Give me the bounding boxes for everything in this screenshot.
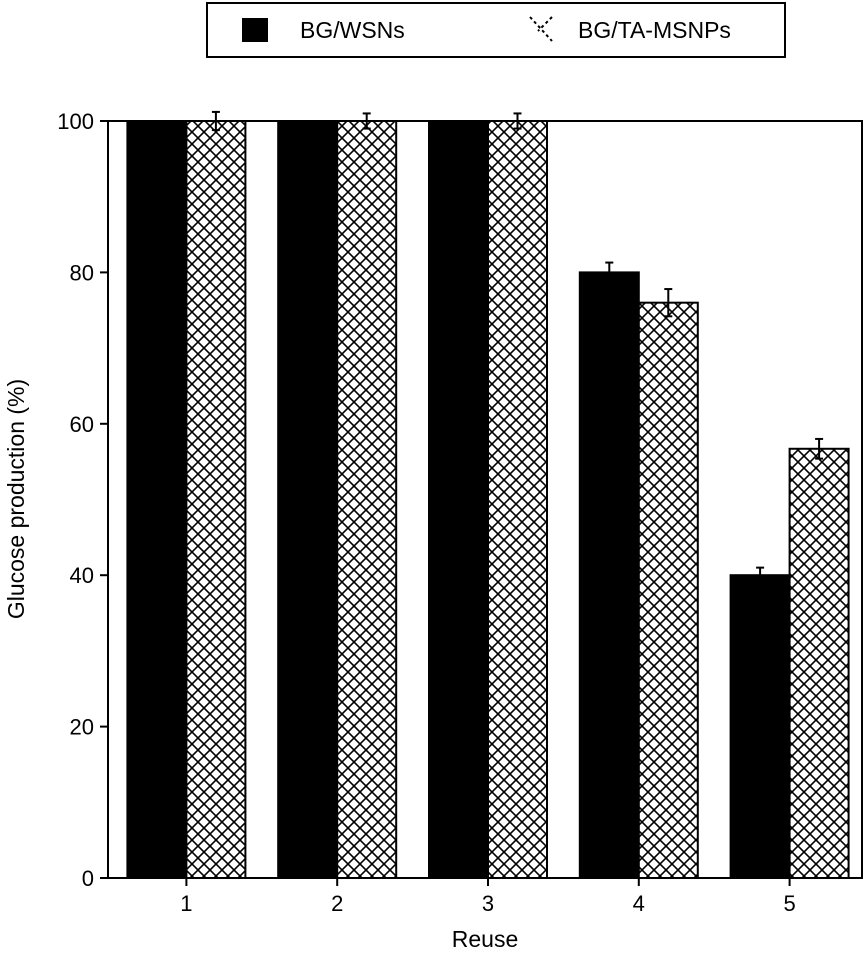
- y-tick-label-60: 60: [70, 412, 94, 437]
- y-tick-label-80: 80: [70, 260, 94, 285]
- y-tick-label-100: 100: [57, 109, 94, 134]
- y-axis: 0 20 40 60 80 100: [57, 109, 108, 891]
- x-tick-label-1: 1: [180, 891, 192, 916]
- x-tick-label-3: 3: [482, 891, 494, 916]
- x-tick-label-4: 4: [633, 891, 645, 916]
- x-axis-title: Reuse: [452, 926, 518, 952]
- error-bar-bg-ta-msnps-reuse-1: [211, 110, 220, 132]
- error-bar-bg-wsns-reuse-5: [756, 566, 765, 584]
- legend: BG/WSNs BG/TA-MSNPs: [206, 2, 786, 58]
- bar-bg-ta-msnps-reuse-4: [637, 301, 699, 879]
- bar-bg-wsns-reuse-3: [428, 120, 489, 879]
- bar-bg-ta-msnps-reuse-5: [788, 447, 850, 879]
- bars-layer: [126, 120, 850, 879]
- bar-bg-wsns-reuse-2: [277, 120, 339, 879]
- x-tick-label-2: 2: [331, 891, 343, 916]
- error-bar-bg-ta-msnps-reuse-3: [513, 112, 522, 130]
- legend-box: [206, 2, 786, 58]
- bar-bg-ta-msnps-reuse-1: [185, 120, 247, 879]
- error-bars-layer: [211, 110, 824, 584]
- x-axis: 1 2 3 4 5: [180, 878, 796, 916]
- y-tick-label-40: 40: [70, 563, 94, 588]
- error-bar-bg-wsns-reuse-4: [605, 261, 614, 284]
- error-bar-bg-ta-msnps-reuse-2: [362, 112, 371, 130]
- bar-bg-wsns-reuse-5: [729, 574, 791, 879]
- error-bar-bg-ta-msnps-reuse-5: [815, 437, 824, 460]
- y-tick-label-0: 0: [82, 866, 94, 891]
- legend-swatch-bg-wsns: [242, 18, 268, 42]
- bar-bg-ta-msnps-reuse-3: [487, 120, 548, 879]
- x-tick-label-5: 5: [783, 891, 795, 916]
- bar-bg-wsns-reuse-1: [126, 120, 188, 879]
- bar-bg-wsns-reuse-4: [578, 271, 640, 879]
- y-tick-label-20: 20: [70, 715, 94, 740]
- legend-label-bg-ta-msnps: BG/TA-MSNPs: [578, 17, 731, 43]
- error-bar-bg-ta-msnps-reuse-4: [664, 288, 673, 318]
- legend-label-bg-wsns: BG/WSNs: [300, 17, 405, 43]
- y-axis-title: Glucose production (%): [3, 379, 29, 619]
- bar-bg-ta-msnps-reuse-2: [336, 120, 398, 879]
